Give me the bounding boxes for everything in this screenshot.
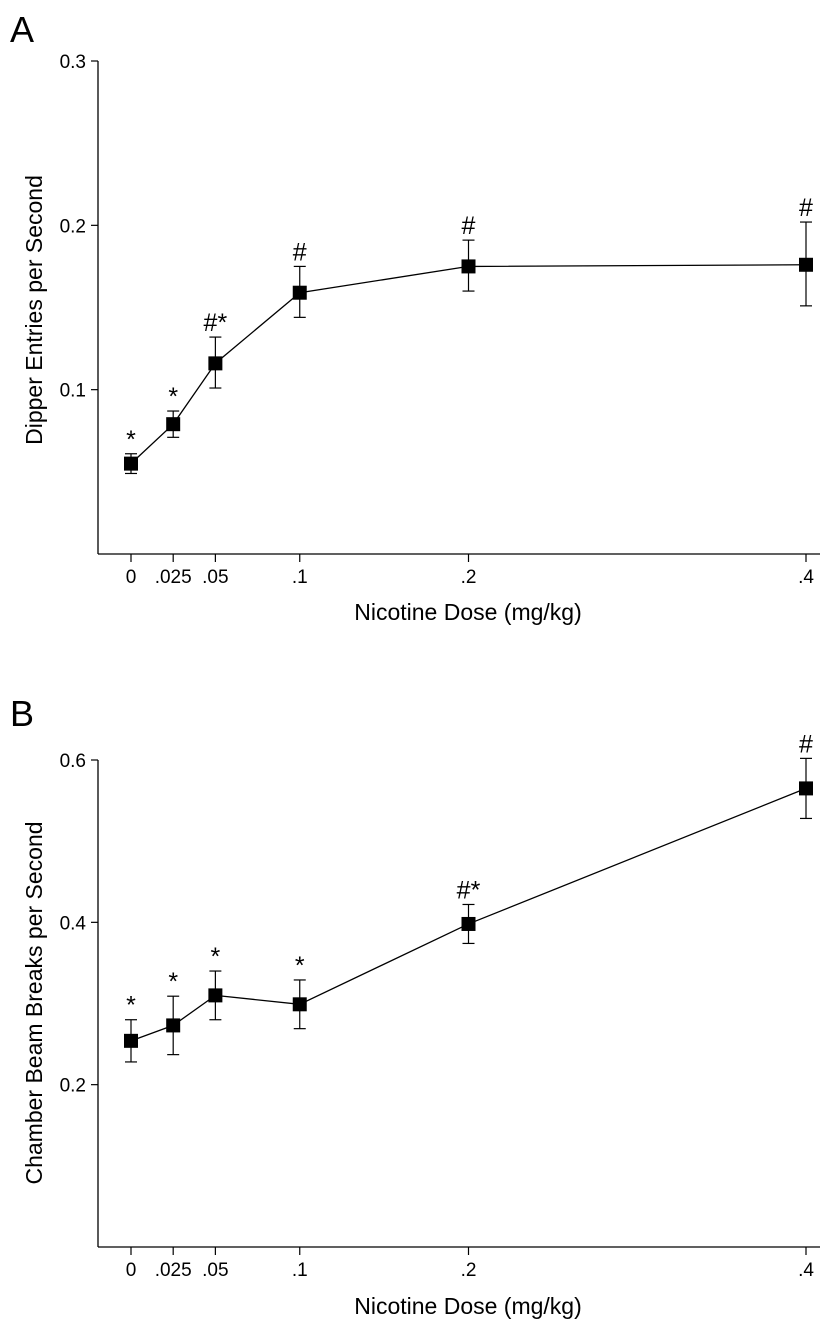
x-tick-label: .025 bbox=[155, 1260, 192, 1281]
panel-b: B Chamber Beam Breaks per Second Nicotin… bbox=[10, 693, 820, 1319]
significance-label: * bbox=[126, 992, 136, 1020]
data-point-marker bbox=[461, 259, 476, 274]
panel-b-letter: B bbox=[10, 693, 34, 734]
x-tick-label: .1 bbox=[292, 1260, 308, 1281]
x-tick-label: .025 bbox=[155, 567, 192, 588]
panel-a-letter: A bbox=[10, 9, 34, 50]
panel-b-plot-area: * * * * #* # bbox=[124, 730, 813, 1063]
significance-label: * bbox=[126, 426, 136, 454]
panel-a-plot-area: * * #* # # # bbox=[124, 194, 813, 475]
y-tick-label: 0.3 bbox=[60, 52, 86, 73]
x-tick-label: .2 bbox=[461, 567, 477, 588]
data-point-marker bbox=[166, 417, 181, 432]
x-tick-label: 0 bbox=[126, 567, 137, 588]
significance-label: #* bbox=[457, 876, 481, 904]
significance-label: * bbox=[168, 383, 178, 411]
data-point-marker bbox=[208, 988, 223, 1003]
data-point-marker bbox=[461, 916, 476, 931]
significance-label: # bbox=[462, 212, 476, 240]
data-point-marker bbox=[124, 1033, 138, 1048]
x-tick-label: 0 bbox=[126, 1260, 137, 1281]
data-point-marker bbox=[799, 781, 813, 796]
panel-a-x-ticks: 0 .025 .05 .1 .2 .4 bbox=[126, 554, 814, 588]
x-tick-label: .1 bbox=[292, 567, 308, 588]
series-line bbox=[130, 264, 807, 465]
x-tick-label: .05 bbox=[202, 567, 228, 588]
data-point-marker bbox=[292, 285, 307, 300]
data-point-marker bbox=[166, 1018, 181, 1033]
series-line bbox=[130, 787, 807, 1042]
significance-label: #* bbox=[204, 309, 228, 337]
y-tick-label: 0.2 bbox=[60, 1076, 86, 1097]
significance-label: * bbox=[168, 968, 178, 996]
x-tick-label: .4 bbox=[798, 1260, 814, 1281]
y-tick-label: 0.2 bbox=[60, 216, 86, 237]
significance-label: # bbox=[799, 730, 813, 758]
panel-b-y-axis-title: Chamber Beam Breaks per Second bbox=[21, 821, 47, 1184]
x-tick-label: .2 bbox=[461, 1260, 477, 1281]
data-point-marker bbox=[799, 257, 813, 272]
y-tick-label: 0.6 bbox=[60, 751, 86, 772]
significance-label: # bbox=[799, 194, 813, 222]
significance-label: # bbox=[293, 238, 307, 266]
x-tick-label: .05 bbox=[202, 1260, 228, 1281]
significance-label: * bbox=[295, 952, 305, 980]
data-point-marker bbox=[208, 356, 223, 371]
panel-a-x-axis-title: Nicotine Dose (mg/kg) bbox=[354, 599, 582, 625]
panel-a-y-ticks: 0.1 0.2 0.3 bbox=[60, 52, 98, 402]
panel-b-y-ticks: 0.2 0.4 0.6 bbox=[60, 751, 98, 1097]
data-point-marker bbox=[124, 456, 138, 471]
panel-b-x-ticks: 0 .025 .05 .1 .2 .4 bbox=[126, 1247, 814, 1281]
panel-a-y-axis-title: Dipper Entries per Second bbox=[21, 175, 47, 445]
significance-label: * bbox=[211, 943, 221, 971]
x-tick-label: .4 bbox=[798, 567, 814, 588]
y-tick-label: 0.4 bbox=[60, 913, 87, 934]
panel-b-x-axis-title: Nicotine Dose (mg/kg) bbox=[354, 1293, 582, 1319]
panel-a: A Dipper Entries per Second Nicotine Dos… bbox=[10, 9, 820, 625]
y-tick-label: 0.1 bbox=[60, 381, 86, 402]
data-point-marker bbox=[292, 997, 307, 1012]
